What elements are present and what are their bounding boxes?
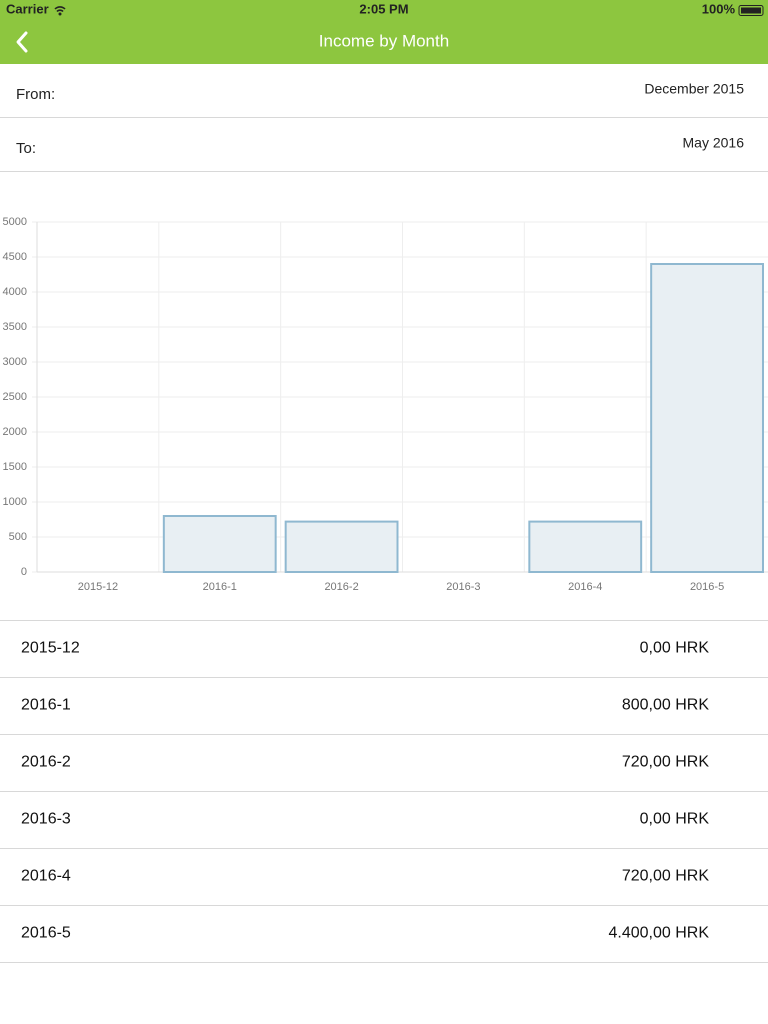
battery-fill bbox=[741, 7, 761, 14]
x-tick-label: 2016-2 bbox=[324, 581, 358, 593]
nav-title: Income by Month bbox=[319, 31, 449, 50]
row-amount: 800,00 HRK bbox=[622, 697, 709, 714]
row-month: 2016-5 bbox=[21, 925, 71, 942]
bar bbox=[162, 515, 277, 573]
battery-percent: 100% bbox=[702, 1, 736, 16]
bar bbox=[650, 263, 765, 573]
wifi-icon bbox=[54, 6, 66, 13]
y-tick-label: 0 bbox=[21, 566, 27, 578]
row-month: 2016-3 bbox=[21, 811, 71, 828]
row-amount: 0,00 HRK bbox=[640, 811, 710, 828]
bar bbox=[284, 520, 399, 573]
row-amount: 720,00 HRK bbox=[622, 754, 709, 771]
table: 2015-12 0,00 HRK 2016-1 800,00 HRK 2016-2 720… bbox=[0, 620, 768, 963]
wifi-dot bbox=[58, 12, 62, 16]
clock: 2:05 PM bbox=[359, 1, 408, 16]
back-button[interactable] bbox=[16, 31, 28, 53]
x-tick-label: 2016-4 bbox=[568, 581, 602, 593]
chart: 0 500 1000 1500 2000 2500 3000 3500 4000 4500 5000… bbox=[3, 216, 768, 593]
from-value[interactable]: December 2015 bbox=[644, 81, 744, 97]
y-tick-label: 3500 bbox=[3, 321, 27, 333]
header-bg bbox=[0, 0, 768, 64]
to-value[interactable]: May 2016 bbox=[683, 135, 745, 151]
row-amount: 0,00 HRK bbox=[640, 640, 710, 657]
from-label: From: bbox=[16, 86, 55, 103]
row-amount: 720,00 HRK bbox=[622, 868, 709, 885]
row-month: 2015-12 bbox=[21, 640, 80, 657]
row-month: 2016-4 bbox=[21, 868, 71, 885]
y-tick-label: 1500 bbox=[3, 461, 27, 473]
y-tick-label: 3000 bbox=[3, 356, 27, 368]
y-tick-label: 500 bbox=[9, 531, 27, 543]
x-tick-label: 2016-3 bbox=[446, 581, 480, 593]
bar bbox=[528, 520, 643, 573]
x-tick-label: 2016-1 bbox=[203, 581, 237, 593]
battery-icon bbox=[738, 5, 764, 16]
row-month: 2016-1 bbox=[21, 697, 71, 714]
carrier: Carrier bbox=[6, 1, 49, 16]
row-month: 2016-2 bbox=[21, 754, 71, 771]
x-tick-label: 2015-12 bbox=[78, 581, 118, 593]
y-tick-label: 2000 bbox=[3, 426, 27, 438]
x-tick-label: 2016-5 bbox=[690, 581, 724, 593]
row-amount: 4.400,00 HRK bbox=[608, 925, 709, 942]
to-label: To: bbox=[16, 140, 36, 157]
y-tick-label: 1000 bbox=[3, 496, 27, 508]
y-tick-label: 2500 bbox=[3, 391, 27, 403]
y-tick-label: 4000 bbox=[3, 286, 27, 298]
y-tick-label: 4500 bbox=[3, 251, 27, 263]
y-tick-label: 5000 bbox=[3, 216, 27, 228]
